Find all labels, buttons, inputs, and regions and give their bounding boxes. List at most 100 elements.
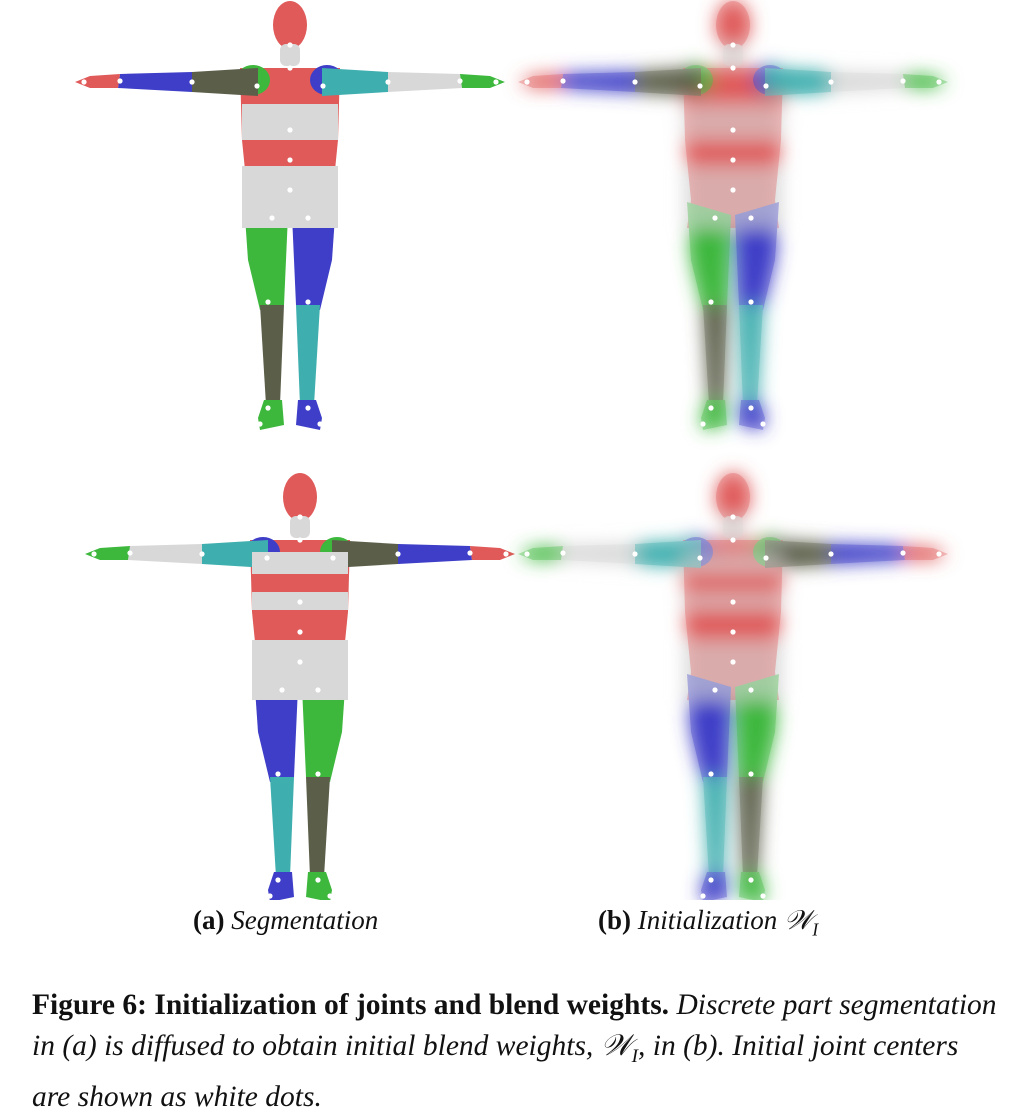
joint-dot <box>730 629 736 635</box>
body-part-rThigh <box>302 674 346 782</box>
body-parts <box>518 473 948 900</box>
joint-dots <box>524 42 942 427</box>
silhouette-rThigh <box>735 202 779 310</box>
joint-dot <box>265 405 271 411</box>
torso-band <box>242 166 338 228</box>
body-part-lShin <box>260 305 284 405</box>
joint-dot <box>748 687 754 693</box>
body-part-lShin <box>270 777 294 877</box>
joint-dot <box>524 551 530 557</box>
joint-dot <box>712 215 718 221</box>
silhouette-torso <box>683 68 783 228</box>
joint-dot <box>700 893 706 899</box>
silhouette-rFoot <box>739 872 765 900</box>
joint-dot <box>330 555 336 561</box>
joint-dot <box>315 687 321 693</box>
silhouette-rThigh <box>735 674 779 782</box>
silhouette-head <box>273 1 307 49</box>
joint-dot <box>297 599 303 605</box>
silhouette-lThigh <box>687 202 731 310</box>
silhouette-lThigh <box>687 674 731 782</box>
caption-subscript: I <box>631 1045 638 1067</box>
body-part-rShin <box>296 305 320 405</box>
joint-dot <box>265 299 271 305</box>
silhouette-lUpperArm <box>635 68 701 96</box>
joint-dots <box>524 514 942 899</box>
figure-caption: Figure 6: Initialization of joints and b… <box>32 985 997 1117</box>
joint-dot <box>315 877 321 883</box>
body-part-rThigh <box>292 202 336 310</box>
joint-dot <box>199 551 205 557</box>
silhouette-lHand <box>518 546 563 560</box>
subcaption-b-label: (b) <box>598 905 631 935</box>
body-part-lFoot <box>258 400 284 430</box>
torso-band <box>242 104 338 140</box>
subcaption-a: (a) Segmentation <box>193 905 378 936</box>
joint-dot <box>275 771 281 777</box>
joint-dot <box>385 79 391 85</box>
joint-dot <box>457 78 463 84</box>
joint-dot <box>760 893 766 899</box>
silhouette-lShoulder <box>679 65 713 95</box>
silhouette-rFoot <box>739 400 765 430</box>
body-part-lFoot <box>701 400 727 430</box>
joint-dot <box>730 537 736 543</box>
body-models <box>75 1 948 900</box>
joint-dot <box>287 65 293 71</box>
body-part-rUpperArm <box>765 68 831 96</box>
body-part-lThigh <box>254 674 298 782</box>
back-segmentation <box>85 473 515 900</box>
body-part-head <box>273 1 307 49</box>
joint-dot <box>327 893 333 899</box>
body-part-rShin <box>739 777 763 877</box>
silhouette-lShin <box>260 305 284 405</box>
caption-symbol: 𝒲 <box>600 1028 632 1062</box>
silhouette-rForeArm <box>831 544 905 564</box>
torso-band <box>685 640 781 700</box>
silhouette-lShoulder <box>679 537 713 567</box>
body-part-neck <box>280 44 300 66</box>
joint-dot <box>320 83 326 89</box>
joint-dot <box>900 78 906 84</box>
subcaption-b-symbol: 𝒲 <box>784 905 813 936</box>
body-part-rForeArm <box>388 72 462 92</box>
silhouette-lUpperArm <box>192 68 258 96</box>
body-part-lHand <box>518 74 563 88</box>
silhouette-lShin <box>270 777 294 877</box>
joint-dot <box>760 421 766 427</box>
joint-dot <box>828 551 834 557</box>
joint-dot <box>297 537 303 543</box>
joint-dot <box>467 550 473 556</box>
joint-dot <box>264 555 270 561</box>
body-part-rFoot <box>296 400 322 430</box>
joint-dot <box>936 79 942 85</box>
body-part-rForeArm <box>398 544 472 564</box>
joint-dot <box>708 299 714 305</box>
joint-dot <box>748 299 754 305</box>
figure-area <box>75 1 948 900</box>
joint-dot <box>297 629 303 635</box>
joint-dot <box>287 157 293 163</box>
joint-dot <box>900 550 906 556</box>
joint-dot <box>524 79 530 85</box>
joint-dot <box>287 187 293 193</box>
joint-dot <box>189 79 195 85</box>
joint-dot <box>700 421 706 427</box>
joint-dot <box>305 299 311 305</box>
body-part-rHand <box>903 74 948 88</box>
body-part-lHand <box>75 74 120 88</box>
joint-dot <box>127 550 133 556</box>
joint-dot <box>730 157 736 163</box>
body-part-lShin <box>703 305 727 405</box>
body-part-lThigh <box>687 202 731 310</box>
body-part-rHand <box>903 546 948 560</box>
silhouette-rShin <box>739 305 763 405</box>
body-part-lFoot <box>268 872 294 900</box>
body-part-rFoot <box>739 872 765 900</box>
silhouette-rUpperArm <box>765 68 831 96</box>
silhouette-lForeArm <box>561 544 635 564</box>
joint-dot <box>254 83 260 89</box>
torso-band <box>685 166 781 228</box>
body-part-neck <box>723 44 743 66</box>
joint-dot <box>317 421 323 427</box>
